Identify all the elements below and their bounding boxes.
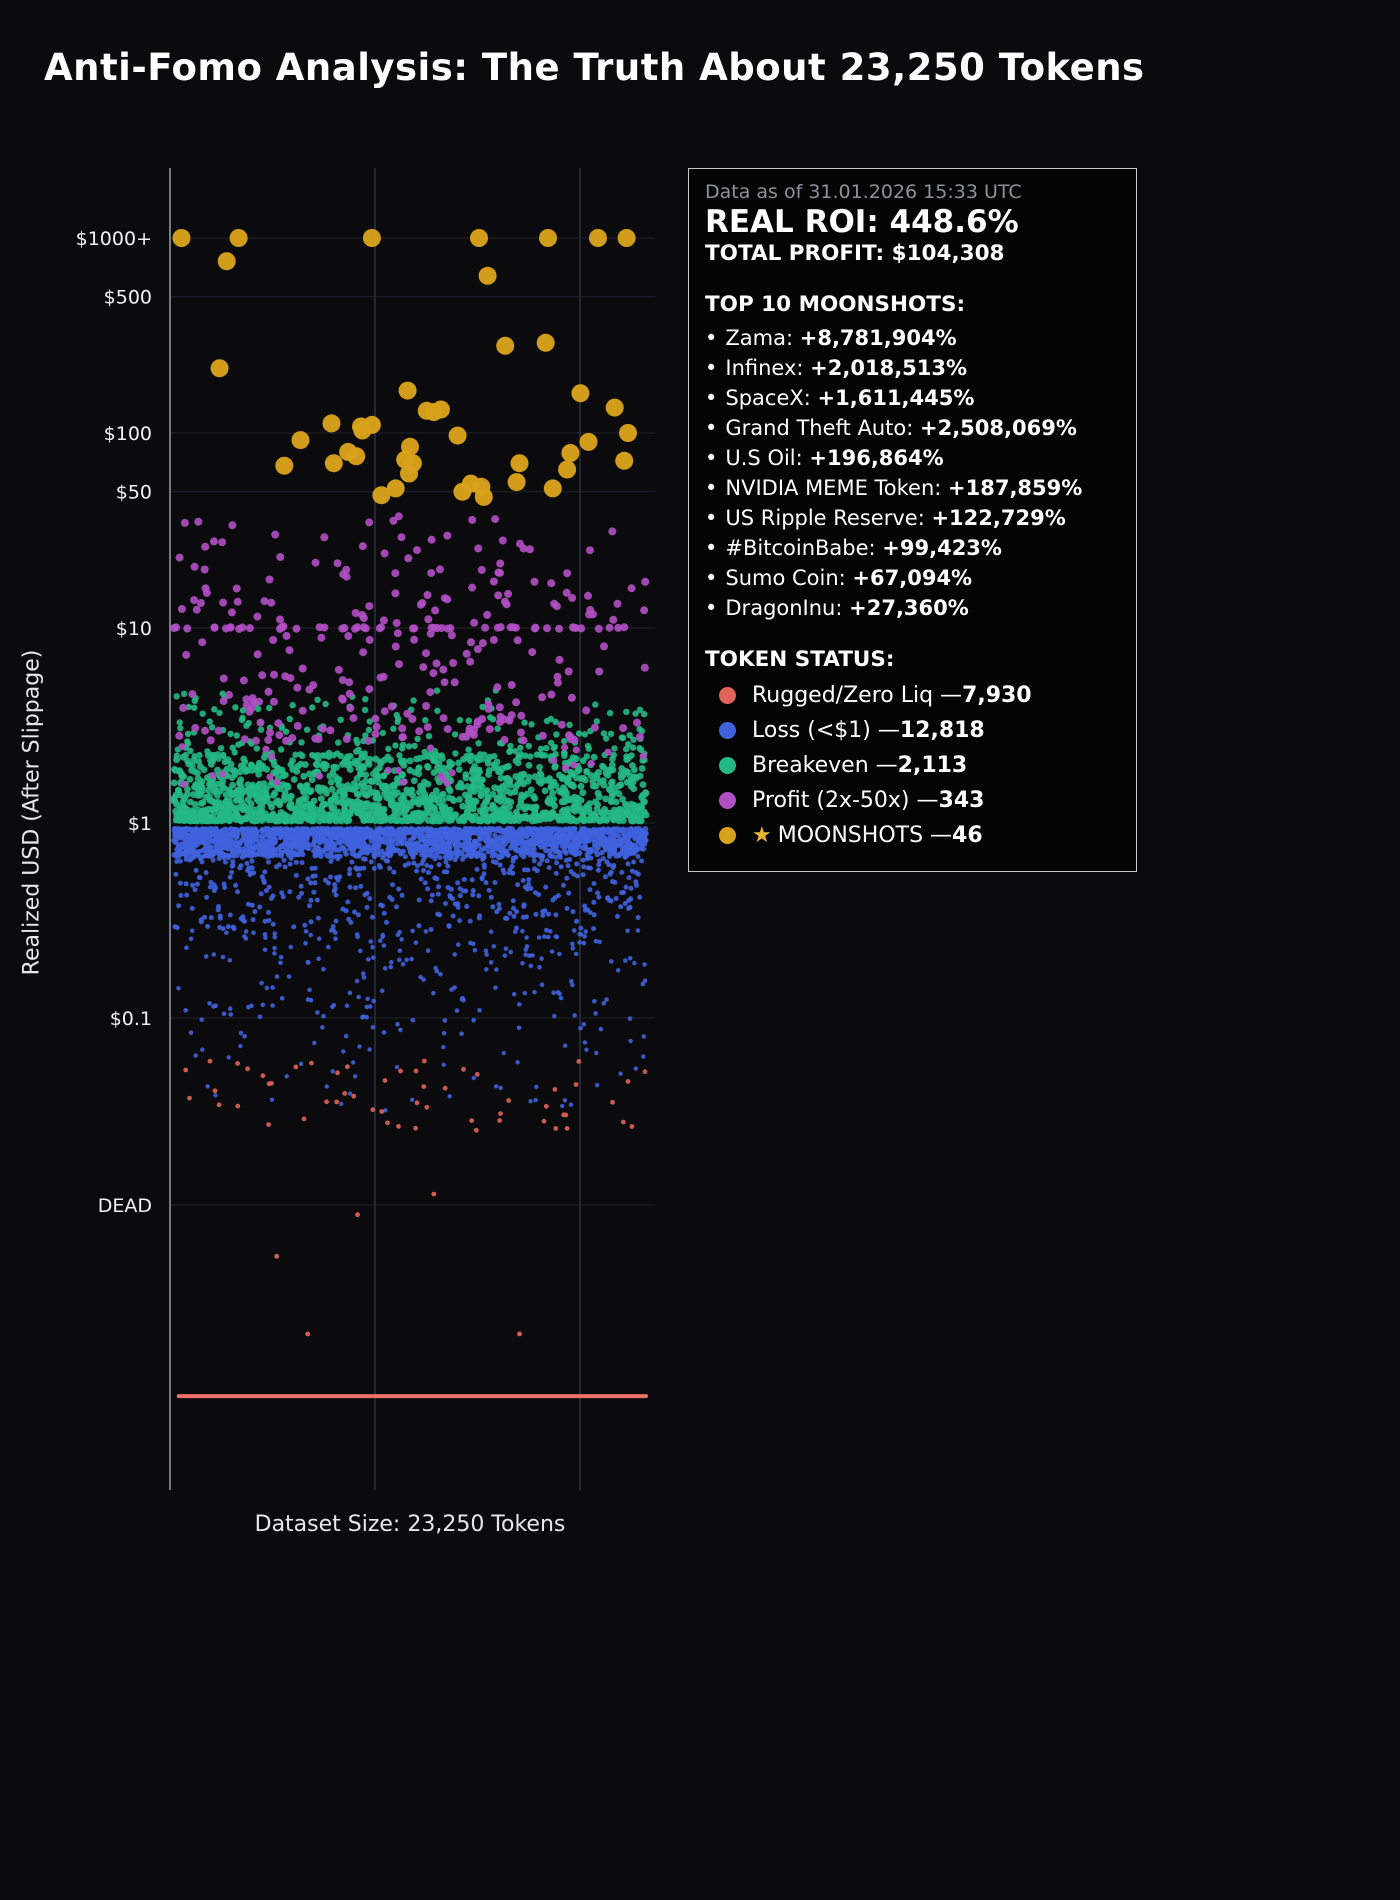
- series-breakeven-core: [170, 753, 650, 825]
- moonshot-point: [561, 444, 580, 462]
- moonshot-point: [615, 451, 634, 470]
- moonshot-point: [543, 479, 562, 498]
- legend-dot: [719, 756, 736, 774]
- y-tick-label: $50: [116, 482, 152, 504]
- moonshot-item: • SpaceX: +1,611,445%: [705, 385, 975, 410]
- series-loss-mid: [172, 853, 645, 933]
- moonshot-point: [579, 432, 598, 451]
- moonshot-point: [400, 464, 418, 483]
- moonshots-title: TOP 10 MOONSHOTS:: [705, 291, 966, 317]
- legend-dot: [719, 826, 736, 844]
- moonshot-point: [510, 454, 529, 473]
- moonshot-point: [229, 229, 248, 247]
- legend-dot: [719, 686, 736, 704]
- legend-item: ★ MOONSHOTS — 46: [705, 818, 1120, 853]
- moonshot-point: [507, 473, 526, 492]
- status-title: TOKEN STATUS:: [705, 646, 895, 672]
- series-loss-tail: [176, 928, 648, 1039]
- moonshot-point: [217, 252, 236, 271]
- moonshot-point: [347, 447, 366, 466]
- moonshot-point: [478, 266, 497, 285]
- series-profit-low: [178, 743, 647, 788]
- moonshot-point: [431, 400, 450, 419]
- moonshot-point: [558, 460, 577, 479]
- y-tick-label: $0.1: [110, 1008, 152, 1030]
- moonshot-item: • NVIDIA MEME Token: +187,859%: [705, 475, 1083, 500]
- moonshot-point: [372, 486, 391, 505]
- moonshot-point: [589, 229, 607, 247]
- moonshot-point: [605, 398, 624, 417]
- x-axis-label: Dataset Size: 23,250 Tokens: [254, 1512, 566, 1537]
- legend-item: Profit (2x-50x) — 343: [705, 783, 1120, 818]
- moonshot-point: [448, 426, 467, 445]
- moonshot-item: • Grand Theft Auto: +2,508,069%: [705, 415, 1077, 440]
- moonshot-point: [353, 421, 372, 440]
- moonshot-point: [470, 229, 488, 247]
- real-roi: REAL ROI: 448.6%: [705, 204, 1019, 240]
- series-loss-core: [171, 826, 649, 859]
- moonshot-item: • Sumo Coin: +67,094%: [705, 565, 973, 590]
- total-profit: TOTAL PROFIT: $104,308: [705, 240, 1005, 266]
- series-breakeven-upper: [173, 687, 648, 760]
- moonshot-point: [619, 424, 637, 442]
- data-timestamp: Data as of 31.01.2026 15:33 UTC: [705, 181, 1022, 203]
- moonshot-point: [322, 414, 341, 433]
- series-profit-scatter: [175, 512, 650, 745]
- y-tick-label: $1: [128, 813, 152, 835]
- status-legend: Rugged/Zero Liq — 7,930 Loss (<$1) — 12,8…: [705, 678, 1120, 853]
- legend-dot: [719, 791, 736, 809]
- y-tick-label: $100: [104, 423, 152, 445]
- moonshot-point: [571, 384, 590, 403]
- moonshot-point: [453, 482, 472, 501]
- moonshot-item: • U.S Oil: +196,864%: [705, 445, 944, 470]
- moonshot-point: [386, 479, 405, 498]
- moonshot-point: [172, 229, 191, 247]
- moonshot-point: [539, 229, 557, 247]
- moonshot-point: [210, 359, 229, 378]
- moonshot-point: [536, 333, 555, 352]
- page-title: Anti-Fomo Analysis: The Truth About 23,2…: [44, 46, 1145, 89]
- series-rugged-scatter: [183, 1058, 648, 1133]
- moonshot-point: [275, 456, 294, 475]
- legend-dot: [719, 721, 736, 739]
- legend-item: Rugged/Zero Liq — 7,930: [705, 678, 1120, 713]
- series-profit-row-10: [170, 623, 629, 633]
- y-tick-label: $10: [116, 618, 152, 640]
- moonshot-item: • Zama: +8,781,904%: [705, 325, 957, 350]
- star-icon: ★: [752, 822, 772, 848]
- y-tick-label: DEAD: [98, 1195, 152, 1217]
- y-tick-labels: $1000+ $500 $100 $50 $10 $1 $0.1 DEAD: [76, 228, 152, 1217]
- moonshot-point: [474, 487, 493, 506]
- moonshot-point: [496, 336, 515, 355]
- moonshot-item: • DragonInu: +27,360%: [705, 595, 969, 620]
- legend-item: Loss (<$1) — 12,818: [705, 713, 1120, 748]
- dead-tokens-line: [176, 1394, 648, 1399]
- series-moonshots: [172, 229, 637, 506]
- moonshot-item: • US Ripple Reserve: +122,729%: [705, 505, 1066, 530]
- moonshot-point: [362, 229, 381, 247]
- moonshot-point: [398, 381, 417, 400]
- legend-item: Breakeven — 2,113: [705, 748, 1120, 783]
- moonshot-point: [324, 454, 343, 473]
- moonshot-list: • Zama: +8,781,904% • Infinex: +2,018,513% •…: [705, 323, 1120, 623]
- stats-panel: Data as of 31.01.2026 15:33 UTC REAL ROI…: [688, 168, 1137, 872]
- y-tick-label: $500: [104, 287, 152, 309]
- moonshot-point: [617, 229, 636, 247]
- moonshot-item: • Infinex: +2,018,513%: [705, 355, 968, 380]
- moonshot-item: • #BitcoinBabe: +99,423%: [705, 535, 1002, 560]
- scatter-plot: $1000+ $500 $100 $50 $10 $1 $0.1 DEAD: [76, 168, 655, 1490]
- moonshot-point: [291, 431, 310, 450]
- series-loss-deep: [193, 1038, 646, 1113]
- y-tick-label: $1000+: [76, 228, 152, 250]
- series-rugged-low: [274, 1191, 522, 1337]
